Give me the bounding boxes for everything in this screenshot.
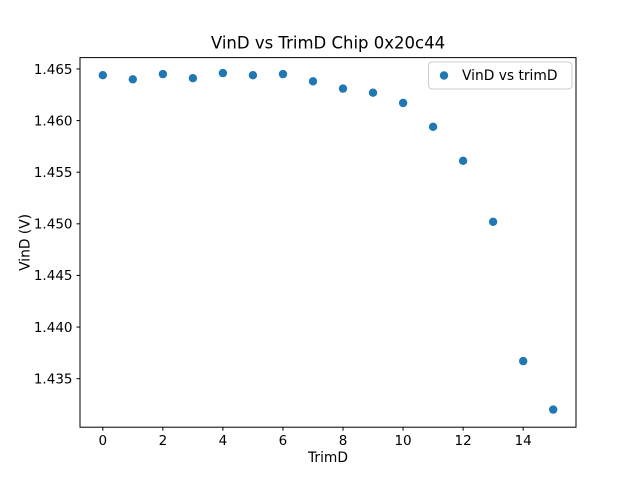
- data-point: [398, 98, 408, 108]
- x-tick-label: 0: [99, 433, 108, 449]
- data-point: [218, 68, 228, 78]
- chart-title: VinD vs TrimD Chip 0x20c44: [211, 34, 445, 53]
- legend-marker-icon: [439, 71, 449, 80]
- data-point: [488, 217, 498, 226]
- y-tick-label: 1.460: [34, 113, 73, 129]
- data-point: [308, 77, 318, 86]
- x-tick-label: 12: [455, 433, 472, 449]
- y-tick-label: 1.450: [34, 217, 73, 233]
- scatter-points: [98, 68, 558, 414]
- data-point: [248, 71, 258, 80]
- x-axis-ticks: 0 2 4 6 8 10 12 14: [99, 427, 532, 449]
- data-point: [549, 405, 558, 414]
- data-point: [158, 69, 168, 79]
- x-tick-label: 6: [279, 433, 288, 449]
- data-point: [278, 69, 288, 79]
- y-tick-label: 1.440: [34, 320, 73, 336]
- data-point: [368, 88, 378, 97]
- legend-label: VinD vs trimD: [462, 68, 557, 84]
- data-point: [128, 75, 137, 84]
- data-point: [519, 356, 528, 366]
- x-tick-label: 8: [339, 433, 348, 449]
- y-axis-ticks: 1.435 1.440 1.445 1.450 1.455 1.460 1.465: [34, 62, 80, 387]
- data-point: [428, 122, 438, 131]
- x-tick-label: 14: [515, 433, 532, 449]
- data-point: [458, 156, 468, 165]
- axes-frame: [79, 57, 577, 428]
- y-axis-label: VinD (V): [18, 214, 34, 271]
- plot-area-border: [79, 57, 577, 428]
- legend-box: [428, 61, 573, 90]
- x-tick-label: 2: [159, 433, 168, 449]
- data-point: [188, 74, 198, 83]
- x-tick-label: 4: [219, 433, 228, 449]
- y-tick-label: 1.455: [34, 165, 73, 181]
- y-tick-label: 1.445: [34, 268, 73, 284]
- y-tick-label: 1.435: [34, 371, 73, 387]
- x-axis-label: TrimD: [307, 450, 348, 466]
- y-tick-label: 1.465: [34, 62, 73, 78]
- data-point: [338, 84, 348, 93]
- x-tick-label: 10: [394, 433, 411, 449]
- legend: VinD vs trimD: [428, 61, 573, 90]
- data-point: [98, 71, 108, 80]
